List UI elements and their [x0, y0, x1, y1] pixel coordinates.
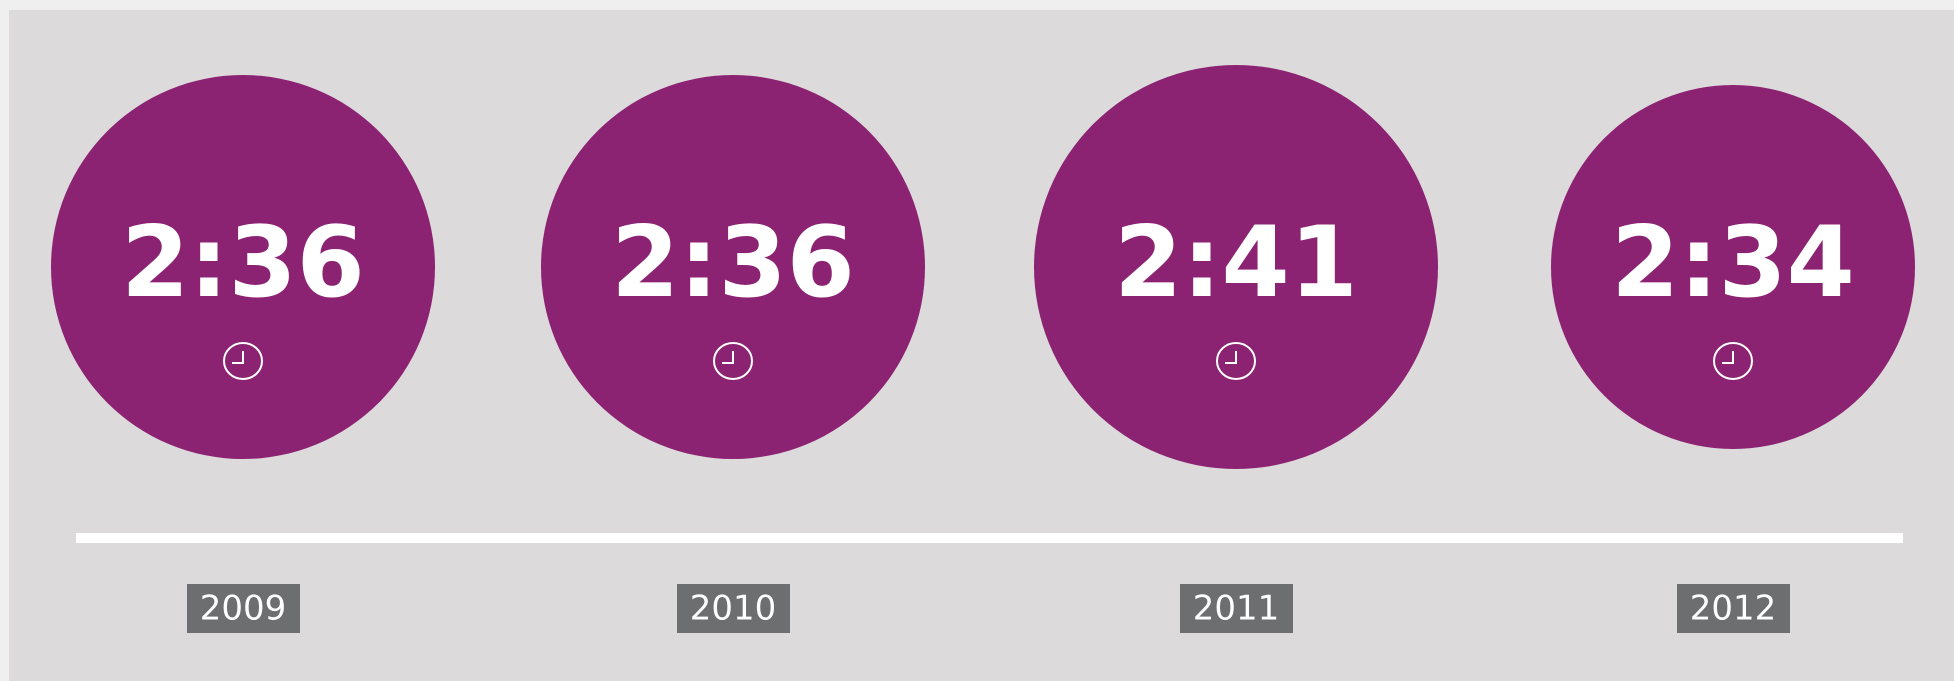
- year-box: [1677, 584, 1790, 633]
- time-value: 2:34: [1611, 206, 1855, 320]
- time-value: 2:36: [121, 206, 365, 320]
- clock-icon: [1713, 342, 1753, 380]
- year-label: 2012: [1690, 589, 1777, 629]
- year-box: [677, 584, 790, 633]
- clock-icon: [713, 342, 753, 380]
- clock-icon: [223, 342, 263, 380]
- year-label: 2010: [690, 589, 777, 629]
- clock-hands: [232, 351, 244, 364]
- clock-hands: [722, 351, 734, 364]
- clock-hands: [1225, 351, 1237, 364]
- time-circle: [1034, 65, 1438, 469]
- time-value: 2:41: [1114, 206, 1358, 320]
- timeline: [76, 533, 1903, 543]
- time-circle: [1551, 85, 1915, 449]
- year-label: 2009: [200, 589, 287, 629]
- clock-hands: [1722, 351, 1734, 364]
- year-box: [187, 584, 300, 633]
- time-value: 2:36: [611, 206, 855, 320]
- year-box: [1180, 584, 1293, 633]
- time-circle: [541, 75, 925, 459]
- clock-icon: [1216, 342, 1256, 380]
- year-label: 2011: [1193, 589, 1280, 629]
- time-circle: [51, 75, 435, 459]
